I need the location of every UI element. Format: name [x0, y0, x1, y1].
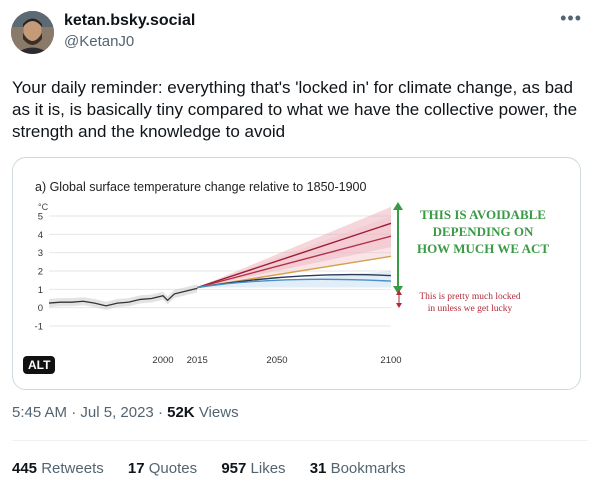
engagement-stats: 445 Retweets 17 Quotes 957 Likes 31 Book… [12, 460, 426, 477]
views-count: 52K [167, 404, 195, 421]
avatar-image [11, 11, 54, 54]
bookmarks-count: 31 [309, 460, 327, 477]
meta-separator: · [71, 404, 77, 421]
quotes-label: Quotes [148, 460, 198, 477]
avatar[interactable] [11, 11, 54, 54]
likes-stat[interactable]: 957 Likes [221, 460, 285, 477]
scenario-line [196, 222, 392, 289]
y-tick-label: 0 [38, 303, 43, 314]
likes-label: Likes [250, 460, 286, 477]
tweet-text: Your daily reminder: everything that's '… [12, 78, 578, 141]
locked-annotation-1: This is pretty much locked [419, 292, 521, 302]
y-axis-label: °C [38, 202, 49, 212]
user-handle[interactable]: @KetanJ0 [64, 33, 135, 50]
display-name[interactable]: ketan.bsky.social [64, 12, 196, 29]
y-tick-label: 4 [38, 230, 43, 241]
more-horizontal-icon[interactable]: ••• [560, 8, 582, 28]
tweet-time[interactable]: 5:45 AM [12, 404, 68, 421]
quotes-count: 17 [127, 460, 145, 477]
media-card[interactable]: a) Global surface temperature change rel… [12, 157, 581, 390]
bookmarks-stat[interactable]: 31 Bookmarks [310, 460, 406, 477]
y-tick-label: -1 [35, 322, 43, 333]
scenario-band [197, 216, 391, 288]
divider [12, 440, 588, 441]
alt-text-button[interactable]: ALT [23, 356, 56, 374]
scenario-line [197, 278, 392, 289]
locked-annotation-2: in unless we get lucky [428, 304, 513, 314]
x-tick-label: 2100 [380, 355, 401, 366]
avoidable-annotation-3: HOW MUCH WE ACT [417, 241, 549, 256]
y-tick-label: 2 [38, 267, 43, 278]
meta-separator: · [157, 404, 163, 421]
historical-band [49, 284, 198, 310]
chart-title: a) Global surface temperature change rel… [35, 180, 366, 194]
avoidable-arrow-bottom [393, 286, 403, 294]
x-tick-label: 2000 [152, 355, 173, 366]
locked-arrow-bottom [396, 303, 402, 308]
temperature-chart: a) Global surface temperature change rel… [35, 180, 550, 366]
historical-line [48, 287, 198, 307]
x-tick-label: 2015 [187, 355, 208, 366]
retweets-label: Retweets [41, 460, 104, 477]
retweets-stat[interactable]: 445 Retweets [12, 460, 104, 477]
tweet-meta: 5:45 AM · Jul 5, 2023 · 52K Views [12, 404, 239, 421]
avoidable-arrow-top [393, 202, 403, 210]
retweets-count: 445 [12, 460, 38, 477]
y-tick-label: 1 [38, 285, 43, 296]
locked-arrow-top [396, 290, 402, 295]
y-tick-label: 5 [38, 212, 43, 223]
tweet-date[interactable]: Jul 5, 2023 [80, 404, 154, 421]
avoidable-annotation-1: THIS IS AVOIDABLE [420, 207, 546, 222]
avoidable-annotation-2: DEPENDING ON [433, 224, 534, 239]
x-tick-label: 2050 [266, 355, 287, 366]
likes-count: 957 [221, 460, 247, 477]
bookmarks-label: Bookmarks [330, 460, 406, 477]
quotes-stat[interactable]: 17 Quotes [128, 460, 197, 477]
scenario-line [197, 235, 392, 289]
y-tick-label: 3 [38, 248, 43, 259]
views-label: Views [198, 404, 239, 421]
